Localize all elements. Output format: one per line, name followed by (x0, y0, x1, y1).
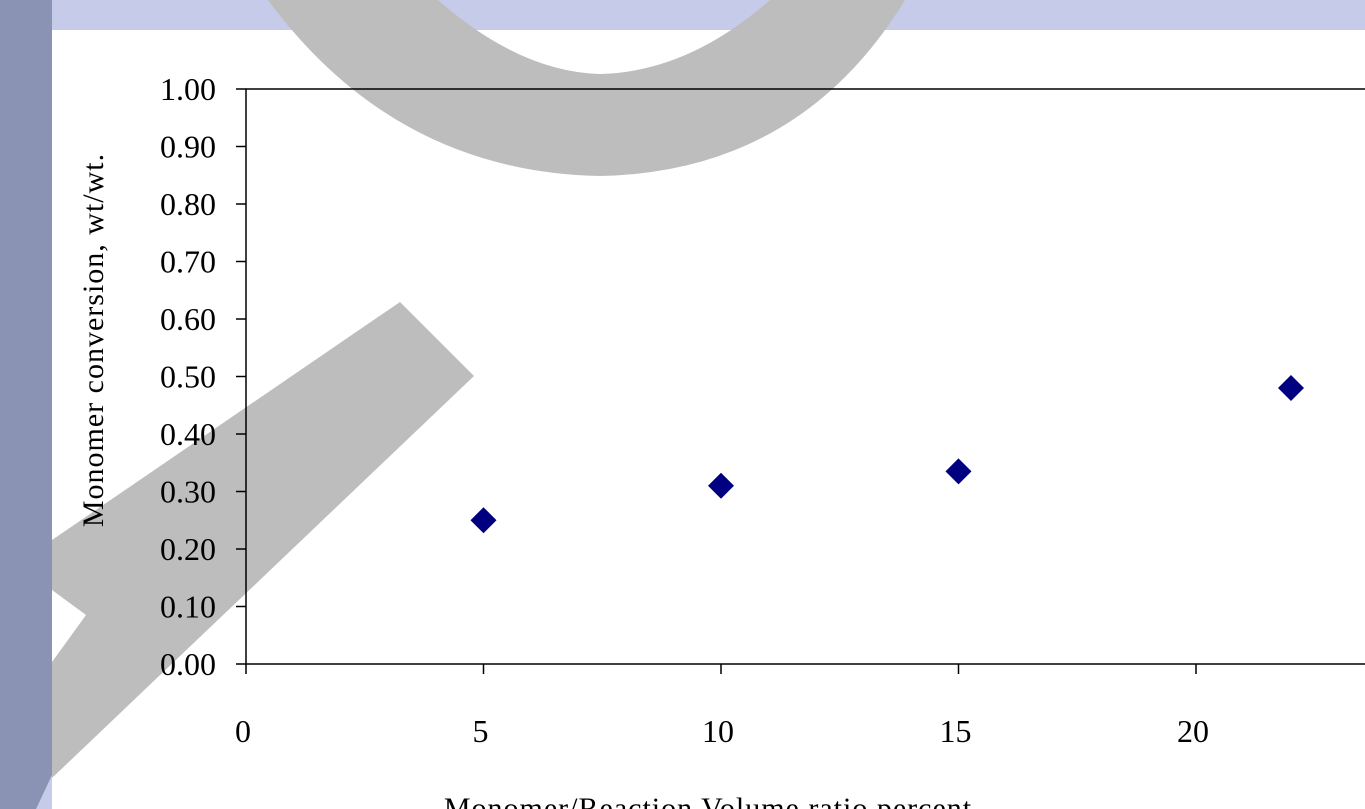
watermark-stroke (52, 302, 474, 778)
y-tick-label: 0.60 (160, 301, 216, 337)
x-tick-label: 5 (473, 713, 489, 749)
data-point (945, 458, 972, 485)
y-tick-label: 0.10 (160, 589, 216, 625)
y-tick-label: 0.80 (160, 186, 216, 222)
y-tick-label: 0.40 (160, 416, 216, 452)
x-axis: 0 5 10 15 20 (235, 664, 1209, 749)
y-tick-label: 1.00 (160, 71, 216, 107)
top-band (0, 0, 1365, 30)
x-tick-label: 0 (235, 713, 251, 749)
data-point (1278, 375, 1304, 401)
x-tick-label: 20 (1177, 713, 1209, 749)
data-point (470, 507, 497, 534)
plot-area (245, 88, 1365, 665)
y-tick-label: 0.90 (160, 129, 216, 165)
x-axis-title: Monomer/Reaction Volume ratio percent (444, 792, 972, 809)
data-series (470, 375, 1304, 534)
y-axis-title: Monomer conversion, wt/wt. (77, 153, 110, 527)
data-point (708, 472, 734, 499)
y-tick-label: 0.30 (160, 474, 216, 510)
y-tick-label: 0.50 (160, 359, 216, 395)
x-tick-label: 10 (702, 713, 734, 749)
y-tick-label: 0.70 (160, 244, 216, 280)
watermark-arc (268, 0, 905, 176)
y-axis: 0.00 0.10 0.20 0.30 0.40 0.50 0.60 0.70 0.80 0.90… (160, 71, 246, 682)
x-tick-label: 15 (940, 713, 972, 749)
left-bar (0, 0, 52, 809)
y-tick-label: 0.20 (160, 531, 216, 567)
y-tick-label: 0.00 (160, 646, 216, 682)
